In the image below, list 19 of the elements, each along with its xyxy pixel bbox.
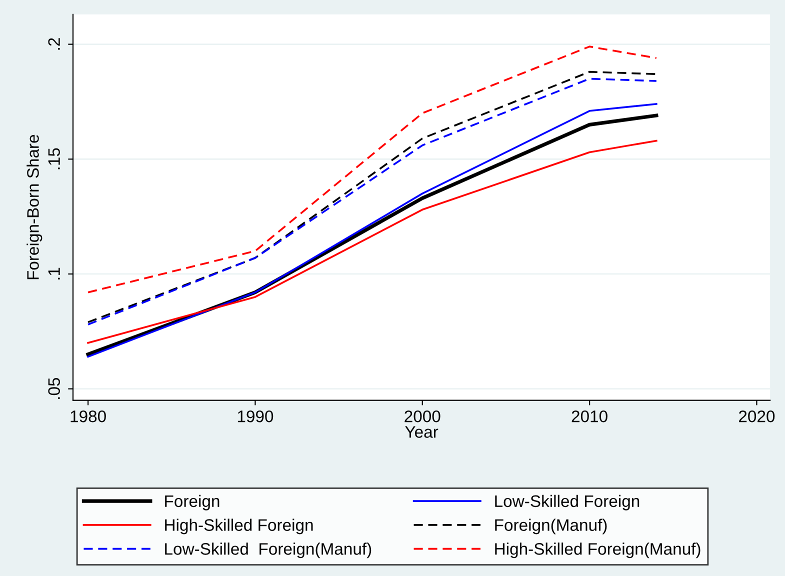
y-axis-title: Foreign-Born Share bbox=[26, 134, 42, 280]
y-tick-label: .15 bbox=[48, 148, 60, 170]
x-tick-label: 1990 bbox=[238, 410, 274, 422]
y-tick-label: .2 bbox=[48, 38, 60, 50]
legend-label: Foreign(Manuf) bbox=[495, 518, 607, 534]
y-tick-label: .1 bbox=[48, 268, 60, 280]
x-tick-label: 2000 bbox=[404, 410, 440, 422]
legend-label: Low-Skilled Foreign(Manuf) bbox=[165, 542, 372, 558]
legend-label: Foreign bbox=[165, 494, 220, 510]
legend-label: High-Skilled Foreign(Manuf) bbox=[495, 542, 700, 558]
line-series bbox=[87, 140, 658, 344]
x-tick-label: 2020 bbox=[739, 410, 775, 422]
x-tick-label: 1980 bbox=[70, 410, 106, 422]
y-tick-label: .05 bbox=[48, 378, 60, 399]
line-series bbox=[87, 46, 658, 294]
x-tick-label: 2010 bbox=[572, 410, 608, 422]
legend-label: Low-Skilled Foreign bbox=[495, 494, 640, 510]
legend-label: High-Skilled Foreign bbox=[165, 518, 313, 534]
x-axis-title: Year bbox=[405, 426, 438, 438]
